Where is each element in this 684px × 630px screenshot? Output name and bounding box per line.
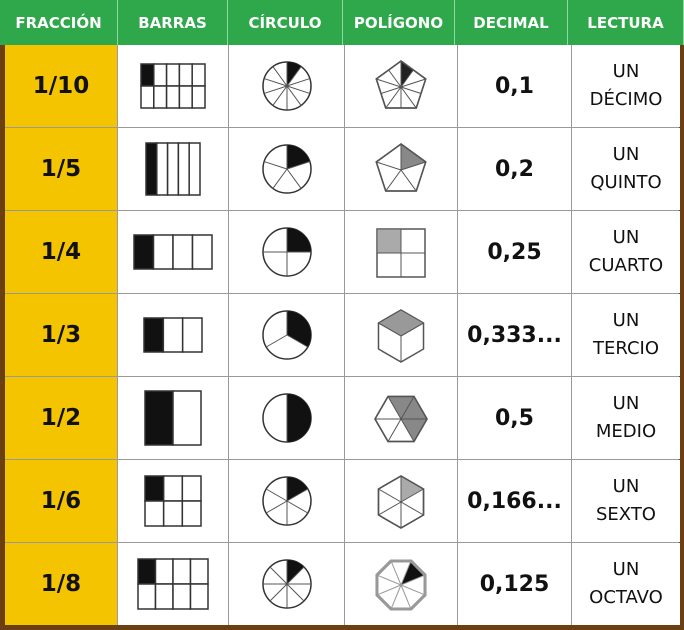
circle-cell [229,294,344,376]
circle-cell [229,543,344,625]
reading-line: UN [612,393,640,414]
decimal-cell: 0,25 [458,211,571,293]
reading-line: UN [612,61,640,82]
fraction-cell: 1/10 [5,45,117,127]
header-cell: DECIMAL [455,0,568,45]
decimal-cell: 0,2 [458,128,571,210]
reading-cell: UN MEDIO [572,377,680,459]
polygon-cell [345,45,457,127]
polygon-icon [376,228,426,278]
bar-icon [143,317,203,353]
bar-icon [133,234,213,270]
reading-line: UN [612,310,640,331]
reading-cell: UN OCTAVO [572,543,680,625]
bar-icon [144,390,202,446]
polygon-cell [345,377,457,459]
polygon-cell [345,460,457,542]
polygon-cell [345,294,457,376]
bars-cell [118,543,228,625]
circle-icon [261,144,312,194]
polygon-cell [345,211,457,293]
circle-icon [261,476,312,526]
bars-cell [118,377,228,459]
reading-line: OCTAVO [589,587,663,608]
reading-cell: UN QUINTO [572,128,680,210]
circle-cell [229,45,344,127]
polygon-cell [345,128,457,210]
fraction-cell: 1/8 [5,543,117,625]
fraction-cell: 1/4 [5,211,117,293]
reading-line: CUARTO [588,255,664,276]
reading-cell: UN SEXTO [572,460,680,542]
circle-icon [261,393,312,443]
reading-line: UN [612,559,640,580]
bars-cell [118,460,228,542]
decimal-cell: 0,1 [458,45,571,127]
bar-icon [140,63,206,109]
reading-line: UN [612,144,640,165]
fraction-cell: 1/6 [5,460,117,542]
header-cell: CÍRCULO [228,0,343,45]
header-cell: LECTURA [568,0,684,45]
bars-cell [118,45,228,127]
reading-cell: UN TERCIO [572,294,680,376]
reading-line: UN [612,476,640,497]
circle-cell [229,377,344,459]
circle-icon [261,61,312,111]
decimal-cell: 0,125 [458,543,571,625]
circle-cell [229,128,344,210]
reading-line: MEDIO [595,421,657,442]
circle-cell [229,460,344,542]
bars-cell [118,128,228,210]
decimal-cell: 0,5 [458,377,571,459]
fraction-cell: 1/5 [5,128,117,210]
bars-cell [118,211,228,293]
header-cell: POLÍGONO [343,0,455,45]
fraction-cell: 1/2 [5,377,117,459]
reading-line: DÉCIMO [589,89,663,110]
decimal-cell: 0,166... [458,460,571,542]
bars-cell [118,294,228,376]
reading-cell: UN DÉCIMO [572,45,680,127]
table-body: 1/10 0,1 UN DÉCIMO 1/5 0,2 UN QUINTO 1/4 0,25 UN CU… [5,45,680,625]
header-cell: BARRAS [118,0,228,45]
polygon-icon [375,559,427,611]
header-cell: FRACCIÓN [0,0,118,45]
reading-line: SEXTO [596,504,656,525]
bar-icon [144,475,202,527]
reading-cell: UN CUARTO [572,211,680,293]
circle-icon [261,559,312,609]
polygon-icon [374,395,428,443]
bar-icon [145,142,201,196]
polygon-icon [375,143,427,192]
polygon-icon [375,60,427,109]
circle-cell [229,211,344,293]
circle-icon [261,310,312,360]
decimal-cell: 0,333... [458,294,571,376]
fraction-cell: 1/3 [5,294,117,376]
polygon-cell [345,543,457,625]
polygon-icon [377,309,425,363]
polygon-icon [377,475,425,529]
circle-icon [261,227,312,277]
bar-icon [137,558,209,610]
reading-line: UN [612,227,640,248]
reading-line: TERCIO [592,338,660,359]
reading-line: QUINTO [590,172,662,193]
header-row: FRACCIÓN BARRAS CÍRCULO POLÍGONO DECIMAL LECT… [0,0,684,45]
